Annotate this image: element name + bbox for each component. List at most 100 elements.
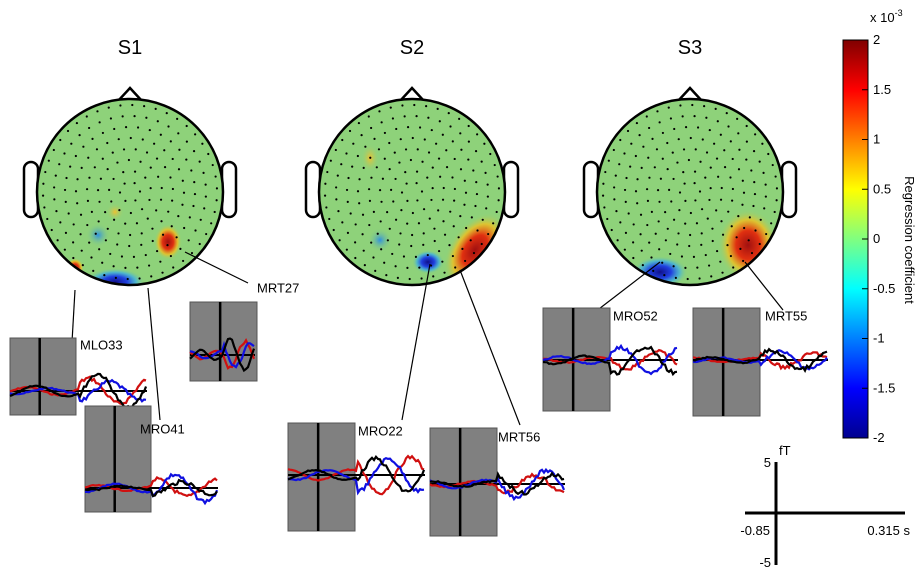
sensor-dot	[203, 207, 205, 209]
sensor-dot	[754, 193, 756, 195]
sensor-dot	[677, 232, 679, 234]
sensor-dot	[662, 132, 664, 134]
sensor-dot	[693, 256, 695, 258]
sensor-label: MRT56	[498, 430, 540, 445]
sensor-dot	[695, 148, 697, 150]
sensor-dot	[406, 223, 408, 225]
sensor-dot	[460, 149, 462, 151]
colorbar-tick-label: -1	[873, 331, 885, 346]
sensor-dot	[405, 148, 407, 150]
colorbar-tick-label: -2	[873, 430, 885, 445]
sensor-dot	[658, 220, 660, 222]
sensor-dot	[654, 166, 656, 168]
colorbar: x 10-3 Regression coefficient -2-1.5-1-0…	[843, 8, 917, 445]
sensor-dot	[458, 118, 460, 120]
sensor-dot	[386, 211, 388, 213]
sensor-dot	[475, 150, 477, 152]
colorbar-tick-label: 2	[873, 32, 880, 47]
sensor-dot	[94, 166, 96, 168]
sensor-dot	[190, 169, 192, 171]
sensor-dot	[350, 212, 352, 214]
sensor-dot	[737, 132, 739, 134]
sensor-dot	[640, 214, 642, 216]
sensor-dot	[746, 140, 748, 142]
sensor-dot	[358, 178, 360, 180]
sensor-dot	[642, 146, 644, 148]
sensor-dot	[167, 211, 169, 213]
sensor-dot	[324, 183, 326, 185]
sensor-dot	[166, 244, 168, 246]
sensor-dot	[81, 167, 83, 169]
head	[24, 88, 236, 296]
sensor-dot	[156, 250, 158, 252]
sensor-dot	[458, 236, 460, 238]
sensor-dot	[618, 163, 620, 165]
sensor-dot	[763, 207, 765, 209]
sensor-dot	[373, 211, 375, 213]
sensor-dot	[136, 222, 138, 224]
sensor-dot	[724, 166, 726, 168]
sensor-dot	[67, 130, 69, 132]
sensor-dot	[122, 115, 124, 117]
sensor-dot	[360, 134, 362, 136]
sensor-dot	[395, 265, 397, 267]
sensor-dot	[678, 209, 680, 211]
sensor-dot	[690, 212, 692, 214]
sensor-dot	[738, 149, 740, 151]
sensor-dot	[448, 244, 450, 246]
sensor-dot	[613, 186, 615, 188]
sensor-dot	[100, 178, 102, 180]
sensor-dot	[99, 121, 101, 123]
sensor-dot	[746, 125, 748, 127]
sensor-dot	[113, 219, 115, 221]
sensor-dot	[163, 149, 165, 151]
sensor-dot	[667, 228, 669, 230]
sensor-dot	[483, 143, 485, 145]
sensor-dot	[391, 253, 393, 255]
sensor-dot	[715, 108, 717, 110]
sensor-dot	[636, 122, 638, 124]
sensor-dot	[341, 139, 343, 141]
panel-title: S2	[400, 37, 424, 59]
sensor-dot	[210, 222, 212, 224]
sensor-dot	[98, 248, 100, 250]
panel-title: S1	[118, 37, 142, 59]
sensor-dot	[87, 157, 89, 159]
sensor-dot	[373, 138, 375, 140]
sensor-dot	[661, 262, 663, 264]
sensor-dot	[657, 189, 659, 191]
sensor-dot	[625, 201, 627, 203]
sensor-dot	[53, 149, 55, 151]
sensor-dot	[754, 229, 756, 231]
sensor-dot	[632, 257, 634, 259]
sensor-dot	[673, 219, 675, 221]
sensor-dot	[181, 204, 183, 206]
sensor-dot	[193, 150, 195, 152]
sensor-dot	[88, 177, 90, 179]
sensor-dot	[136, 267, 138, 269]
colorbar-tick-label: 0.5	[873, 181, 891, 196]
sensor-dot	[434, 240, 436, 242]
sensor-dot	[606, 218, 608, 220]
sensor-dot	[663, 274, 665, 276]
sensor-dot	[448, 112, 450, 114]
sensor-dot	[682, 115, 684, 117]
sensor-dot	[368, 188, 370, 190]
sensor-dot	[389, 228, 391, 230]
sensor-dot	[152, 240, 154, 242]
sensor-dot	[108, 189, 110, 191]
sensor-dot	[394, 178, 396, 180]
sensor-dot	[150, 187, 152, 189]
sensor-dot	[123, 182, 125, 184]
sensor-dot	[418, 222, 420, 224]
sensor-dot	[484, 172, 486, 174]
sensor-dot	[128, 245, 130, 247]
sensor-dot	[200, 219, 202, 221]
y-tick-label: -5	[759, 555, 771, 570]
sensor-dot	[113, 265, 115, 267]
sensor-dot	[205, 233, 207, 235]
sensor-dot	[205, 184, 207, 186]
sensor-dot	[76, 178, 78, 180]
sensor-dot	[474, 205, 476, 207]
sensor-dot	[658, 201, 660, 203]
